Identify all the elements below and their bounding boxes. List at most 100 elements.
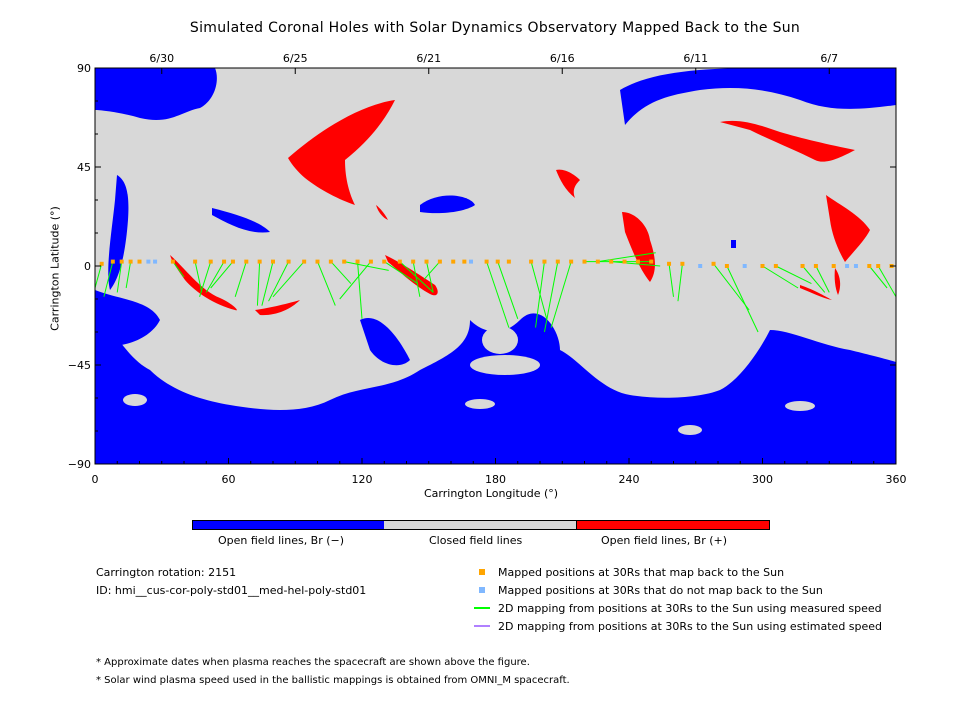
mapping-line [530,261,548,319]
legend-not-mapped: Mapped positions at 30Rs that do not map… [498,584,823,597]
mapped-point [595,259,600,264]
mapped-point [680,261,685,266]
mapped-point [342,259,347,264]
x-tick-label: 180 [485,473,506,486]
mapped-point [773,264,778,268]
mapped-point [368,259,373,264]
x-axis-label: Carrington Longitude (°) [424,487,559,500]
measured-mapping-lines [95,252,896,333]
south-polar-open-neg-region [95,300,896,464]
footnote-1: * Approximate dates when plasma reaches … [96,657,530,668]
not-mapped-point [845,264,850,268]
mapping-line [497,261,519,319]
mapping-line [713,263,750,311]
mapping-line [256,261,261,306]
mapped-point [286,259,291,264]
open-pos-region [720,120,855,162]
mapped-point [569,259,574,264]
mapped-point [411,259,416,264]
mapping-line [762,265,799,289]
mapping-line [339,261,372,300]
legend-measured-speed: 2D mapping from positions at 30Rs to the… [498,602,882,615]
mapped-point [484,259,489,264]
mapped-point [582,259,587,264]
mapped-point [128,259,133,264]
open-neg-spot [731,240,736,248]
open-pos-region [556,169,580,198]
not-mapped-point [853,264,858,268]
mapping-line [261,261,274,306]
legend-mapped: Mapped positions at 30Rs that map back t… [498,566,785,579]
closed-island [482,326,518,354]
mapped-points [99,259,894,268]
mapped-point [137,259,142,264]
open-neg-island [212,208,270,233]
mapped-point [555,259,560,264]
mapped-point [110,259,115,264]
mapped-point [542,259,547,264]
legend-estimated-speed: 2D mapping from positions at 30Rs to the… [498,620,883,633]
not-mapped-point [153,259,158,264]
y-tick-label: −45 [68,359,91,372]
open-pos-region [800,285,832,300]
mapping-line [486,261,510,328]
coronal-hole-map: 0 60 120 180 240 300 360 90 45 0 −45 −90 6/30 6/25 6/2… [68,52,907,486]
open-pos-region [826,195,870,262]
mapping-line [383,261,418,285]
y-tick-label: 90 [77,62,91,75]
mapped-point [424,259,429,264]
mapping-line [95,263,103,289]
mapped-point [437,259,442,264]
colorbar-open-neg [192,520,386,530]
mapped-point [230,259,235,264]
mapping-line [125,261,132,289]
x-tick-label: 300 [752,473,773,486]
open-pos-region [288,100,395,205]
mapped-point [609,259,614,264]
mapping-line [194,261,203,293]
mapped-point [867,264,872,268]
colorbar-label-closed: Closed field lines [429,534,523,547]
mapped-point [649,259,654,264]
mapped-point [271,259,275,264]
mapped-point [315,259,320,264]
mapped-point [397,259,402,264]
not-mapped-point [742,264,747,268]
x-tick-label: 240 [619,473,640,486]
y-tick-label: −90 [68,458,91,471]
x-tick-label: 0 [92,473,99,486]
mapped-point [302,259,307,264]
colorbar-label-open-neg: Open field lines, Br (−) [218,534,345,547]
mapped-point [635,259,640,264]
mapped-point [667,261,672,266]
carrington-rotation: Carrington rotation: 2151 [96,566,237,579]
open-neg-island [420,195,475,214]
mapped-point [724,264,729,268]
colorbar-closed [384,520,576,530]
x-tick-label: 360 [886,473,907,486]
x-tick-label: 60 [222,473,236,486]
mapped-point [451,259,456,264]
model-id: ID: hmi__cus-cor-poly-std01__med-hel-pol… [96,584,367,597]
south-open-neg-lobe [360,318,410,366]
legend-swatch-not-mapped [479,587,485,593]
mapping-line [611,261,661,267]
mapped-point [876,264,881,268]
mapped-point [382,259,387,264]
open-pos-region [170,255,237,311]
not-mapped-point [698,264,703,268]
mapping-line [103,261,114,297]
mapped-point [711,261,716,266]
mapped-point [355,259,360,264]
open-pos-region [834,268,841,295]
mapped-point [462,259,467,264]
mapped-point [831,264,836,268]
mapping-line [423,261,441,280]
y-tick-label: 45 [77,161,91,174]
closed-island [470,355,540,375]
chart-title: Simulated Coronal Holes with Solar Dynam… [189,20,801,36]
mapping-line [868,265,888,289]
mapped-point [529,259,534,264]
date-tick-label: 6/7 [820,52,838,65]
legend-swatch-estimated [474,625,490,627]
